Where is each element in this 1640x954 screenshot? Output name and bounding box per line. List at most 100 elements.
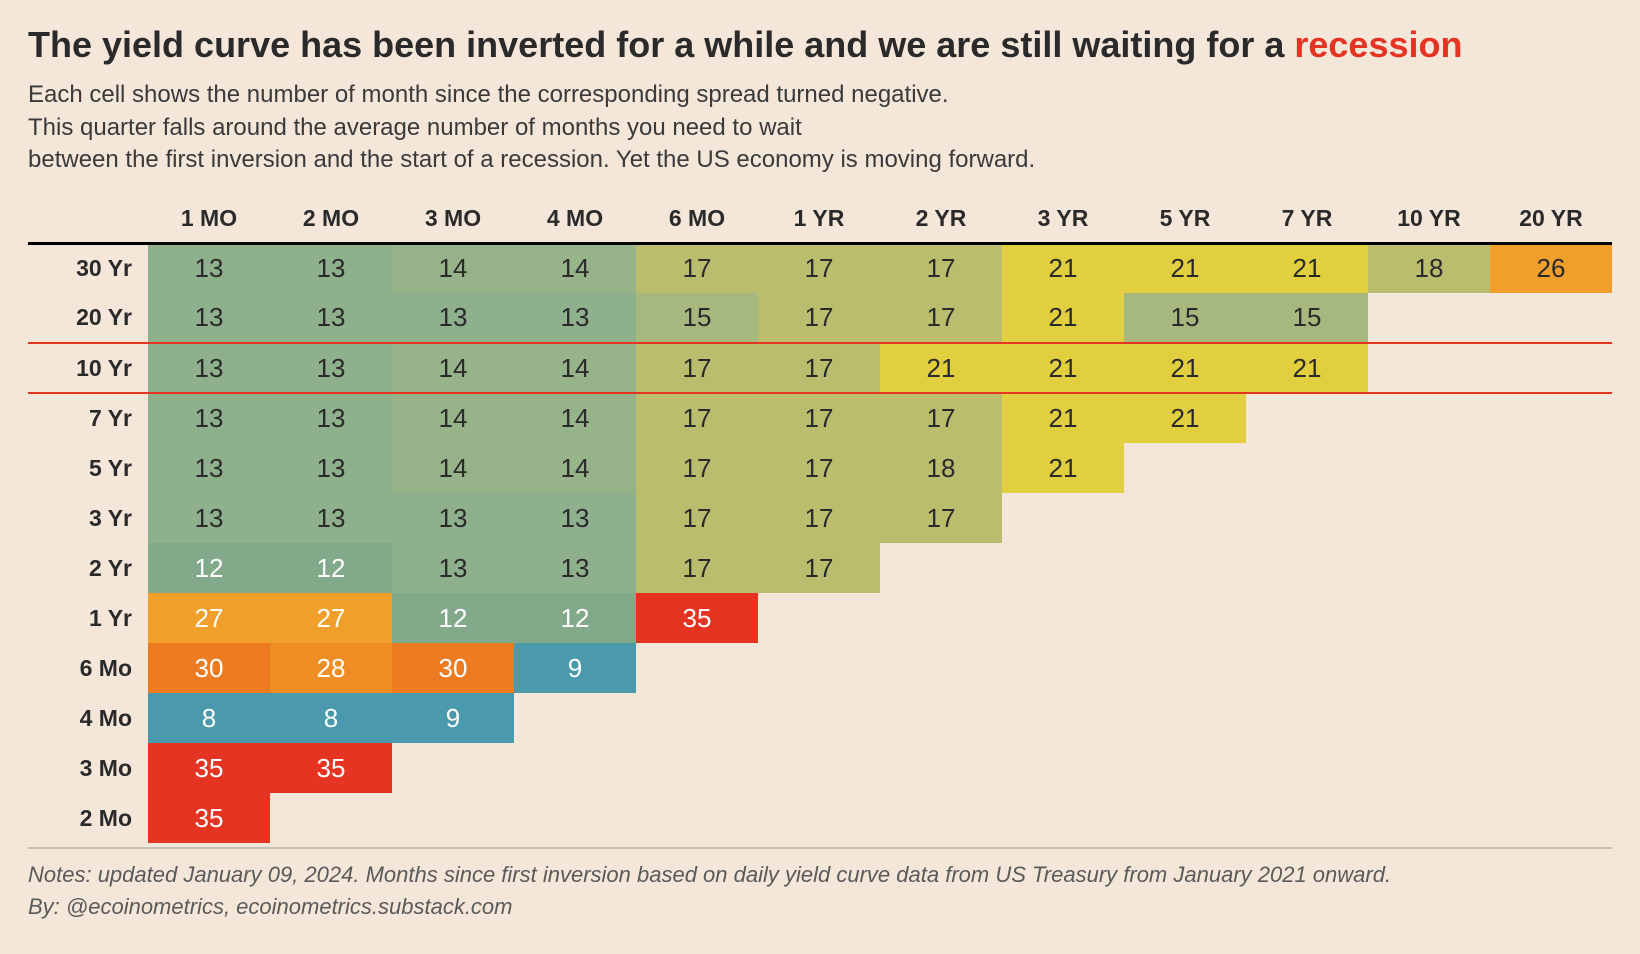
heatmap-cell: 17 bbox=[880, 393, 1002, 443]
heatmap-cell bbox=[1490, 443, 1612, 493]
heatmap-cell: 13 bbox=[270, 393, 392, 443]
heatmap-cell: 17 bbox=[880, 493, 1002, 543]
yield-curve-heatmap: 1 MO2 MO3 MO4 MO6 MO1 YR2 YR3 YR5 YR7 YR… bbox=[28, 197, 1612, 844]
row-header: 4 Mo bbox=[28, 693, 148, 743]
heatmap-cell bbox=[1124, 593, 1246, 643]
heatmap-corner bbox=[28, 197, 148, 244]
heatmap-cell bbox=[1368, 793, 1490, 843]
heatmap-cell: 17 bbox=[758, 393, 880, 443]
heatmap-cell: 13 bbox=[514, 293, 636, 343]
notes: Notes: updated January 09, 2024. Months … bbox=[28, 859, 1612, 923]
heatmap-cell bbox=[880, 543, 1002, 593]
heatmap-cell: 14 bbox=[514, 393, 636, 443]
heatmap-cell bbox=[1124, 493, 1246, 543]
heatmap-cell: 9 bbox=[514, 643, 636, 693]
heatmap-cell: 30 bbox=[392, 643, 514, 693]
heatmap-cell: 35 bbox=[148, 793, 270, 843]
heatmap-cell: 17 bbox=[636, 243, 758, 293]
heatmap-cell: 13 bbox=[514, 493, 636, 543]
title-main: The yield curve has been inverted for a … bbox=[28, 24, 1294, 65]
heatmap-cell: 14 bbox=[392, 443, 514, 493]
heatmap-cell bbox=[880, 693, 1002, 743]
heatmap-cell: 13 bbox=[148, 243, 270, 293]
heatmap-cell: 28 bbox=[270, 643, 392, 693]
heatmap-cell: 13 bbox=[270, 443, 392, 493]
heatmap-cell bbox=[1368, 343, 1490, 393]
heatmap-cell: 21 bbox=[1124, 243, 1246, 293]
heatmap-cell bbox=[514, 693, 636, 743]
heatmap-cell: 13 bbox=[270, 493, 392, 543]
row-header: 10 Yr bbox=[28, 343, 148, 393]
heatmap-cell bbox=[758, 793, 880, 843]
heatmap-cell bbox=[1246, 693, 1368, 743]
heatmap-cell bbox=[1490, 543, 1612, 593]
row-header: 6 Mo bbox=[28, 643, 148, 693]
subtitle: Each cell shows the number of month sinc… bbox=[28, 79, 1612, 176]
heatmap-cell bbox=[270, 793, 392, 843]
heatmap-cell bbox=[1490, 793, 1612, 843]
heatmap-cell: 13 bbox=[148, 443, 270, 493]
row-header: 2 Yr bbox=[28, 543, 148, 593]
heatmap-cell: 14 bbox=[392, 393, 514, 443]
title-accent: recession bbox=[1294, 24, 1462, 65]
heatmap-cell: 17 bbox=[636, 343, 758, 393]
row-header: 3 Yr bbox=[28, 493, 148, 543]
heatmap-cell bbox=[1368, 693, 1490, 743]
heatmap-cell bbox=[636, 743, 758, 793]
heatmap-cell: 13 bbox=[270, 293, 392, 343]
column-header: 3 MO bbox=[392, 197, 514, 244]
heatmap-cell bbox=[1246, 593, 1368, 643]
heatmap-cell bbox=[1246, 493, 1368, 543]
heatmap-cell bbox=[1490, 493, 1612, 543]
heatmap-cell: 30 bbox=[148, 643, 270, 693]
heatmap-cell: 14 bbox=[514, 343, 636, 393]
heatmap-cell: 17 bbox=[758, 493, 880, 543]
heatmap-cell bbox=[636, 643, 758, 693]
heatmap-cell bbox=[1490, 393, 1612, 443]
heatmap-cell: 27 bbox=[148, 593, 270, 643]
column-header: 1 YR bbox=[758, 197, 880, 244]
heatmap-cell: 21 bbox=[1002, 243, 1124, 293]
heatmap-cell bbox=[1002, 793, 1124, 843]
heatmap-cell bbox=[1002, 693, 1124, 743]
heatmap-cell bbox=[758, 593, 880, 643]
heatmap-cell bbox=[1368, 593, 1490, 643]
row-header: 5 Yr bbox=[28, 443, 148, 493]
footer-rule bbox=[28, 847, 1612, 849]
column-header: 2 MO bbox=[270, 197, 392, 244]
heatmap-cell: 18 bbox=[1368, 243, 1490, 293]
heatmap-cell bbox=[1490, 643, 1612, 693]
heatmap-cell bbox=[1124, 743, 1246, 793]
heatmap-cell: 21 bbox=[1002, 293, 1124, 343]
heatmap-cell: 12 bbox=[148, 543, 270, 593]
heatmap-cell: 21 bbox=[880, 343, 1002, 393]
heatmap-cell bbox=[1368, 743, 1490, 793]
heatmap-cell bbox=[880, 743, 1002, 793]
heatmap-cell: 13 bbox=[148, 493, 270, 543]
heatmap-cell bbox=[392, 793, 514, 843]
heatmap-cell: 14 bbox=[514, 243, 636, 293]
heatmap-cell bbox=[1490, 343, 1612, 393]
heatmap-cell bbox=[1246, 543, 1368, 593]
heatmap-cell: 26 bbox=[1490, 243, 1612, 293]
heatmap-cell: 17 bbox=[636, 493, 758, 543]
heatmap-cell bbox=[1490, 743, 1612, 793]
heatmap-cell: 17 bbox=[880, 293, 1002, 343]
heatmap-cell: 21 bbox=[1002, 343, 1124, 393]
heatmap-cell: 18 bbox=[880, 443, 1002, 493]
heatmap-cell bbox=[1368, 643, 1490, 693]
heatmap-cell bbox=[1002, 593, 1124, 643]
heatmap-cell: 17 bbox=[758, 243, 880, 293]
row-header: 20 Yr bbox=[28, 293, 148, 343]
heatmap-cell: 12 bbox=[514, 593, 636, 643]
column-header: 4 MO bbox=[514, 197, 636, 244]
heatmap-cell: 21 bbox=[1124, 393, 1246, 443]
heatmap-cell bbox=[1246, 793, 1368, 843]
heatmap-cell: 13 bbox=[392, 493, 514, 543]
heatmap-cell: 15 bbox=[636, 293, 758, 343]
heatmap-cell: 13 bbox=[392, 293, 514, 343]
heatmap-cell bbox=[392, 743, 514, 793]
heatmap-cell: 15 bbox=[1246, 293, 1368, 343]
heatmap-cell bbox=[1246, 643, 1368, 693]
heatmap-cell bbox=[1002, 493, 1124, 543]
